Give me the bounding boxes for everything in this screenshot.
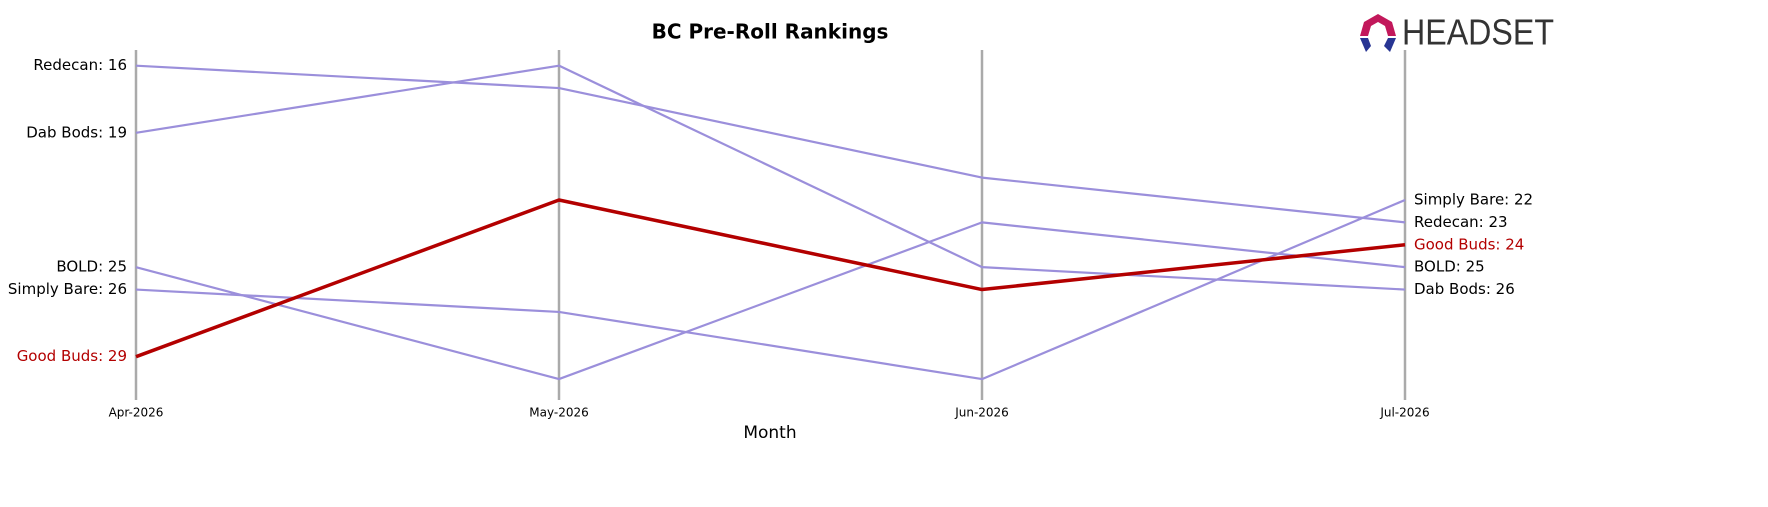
x-tick-label: Jul-2026 xyxy=(1379,406,1429,420)
logo-mark xyxy=(1384,38,1396,52)
logo: HEADSET xyxy=(1360,12,1554,53)
logo-mark xyxy=(1360,14,1396,36)
start-label: BOLD: 25 xyxy=(56,258,127,276)
end-label: Simply Bare: 22 xyxy=(1414,190,1533,208)
rank-line xyxy=(135,198,1406,381)
rank-line xyxy=(135,64,1406,291)
end-label: Dab Bods: 26 xyxy=(1414,280,1515,298)
x-axis-label: Month xyxy=(743,423,796,443)
rank-line xyxy=(135,221,1406,381)
start-label: Good Buds: 29 xyxy=(17,347,127,365)
start-label: Redecan: 16 xyxy=(33,56,127,74)
end-label: Redecan: 23 xyxy=(1414,213,1508,231)
start-label: Dab Bods: 19 xyxy=(26,123,127,141)
logo-text: HEADSET xyxy=(1402,12,1554,53)
x-tick-label: Apr-2026 xyxy=(109,406,164,420)
end-label: Good Buds: 24 xyxy=(1414,235,1524,253)
rank-line xyxy=(135,198,1406,359)
end-label: BOLD: 25 xyxy=(1414,258,1485,276)
logo-mark xyxy=(1360,38,1371,52)
x-tick-label: May-2026 xyxy=(529,406,588,420)
chart-title: BC Pre-Roll Rankings xyxy=(652,20,889,44)
x-tick-label: Jun-2026 xyxy=(954,406,1009,420)
start-label: Simply Bare: 26 xyxy=(8,280,127,298)
rank-line xyxy=(135,64,1406,224)
